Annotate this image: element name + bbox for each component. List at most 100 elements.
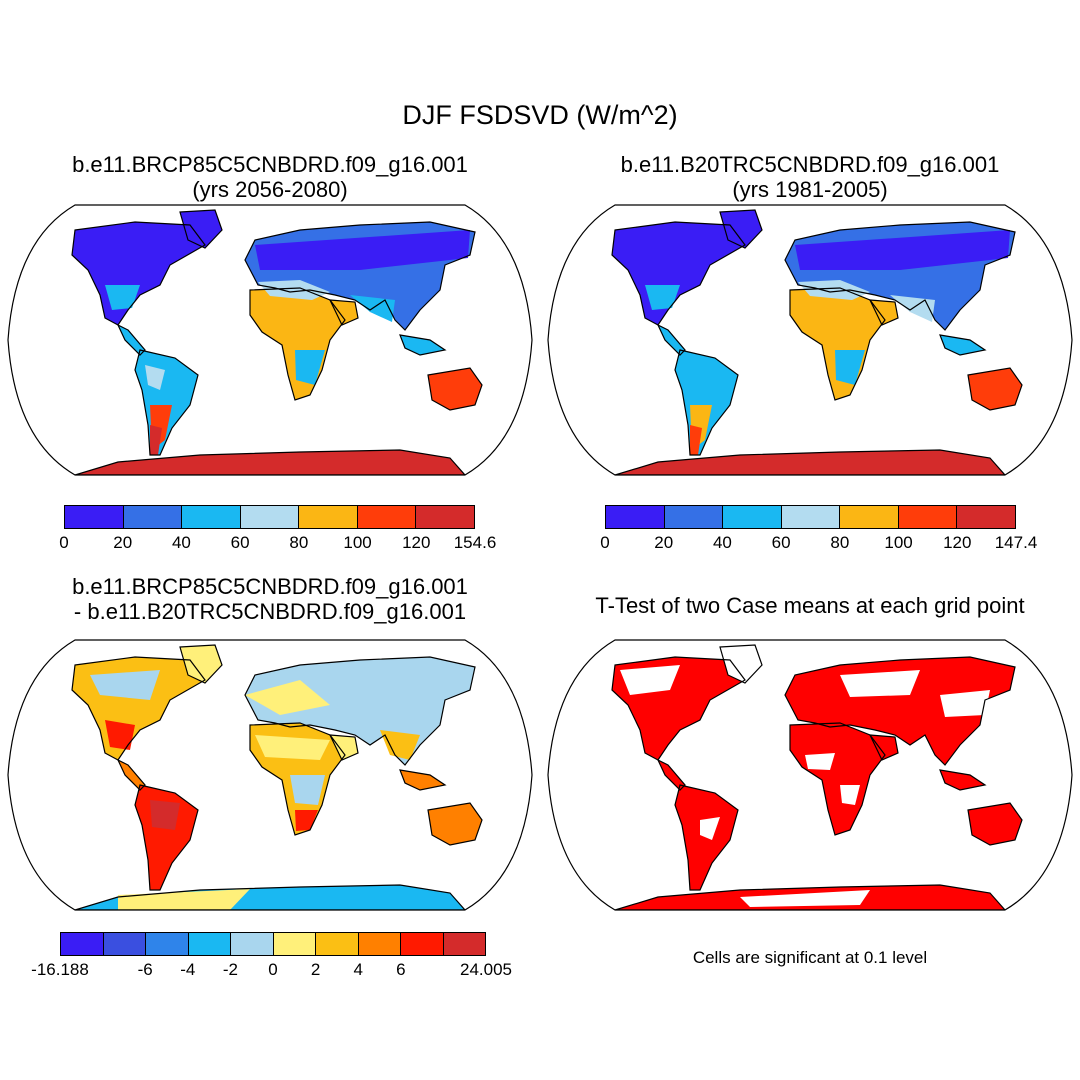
colorbar-control-swatch xyxy=(957,506,1016,528)
panel-difference-title-line2: - b.e11.B20TRC5CNBDRD.f09_g16.001 xyxy=(73,599,467,624)
map-difference-patch xyxy=(290,775,325,805)
map-control-patch xyxy=(835,350,865,385)
map-control-land-group xyxy=(611,209,1023,475)
map-test-se-asia-islands-coastline xyxy=(399,334,447,356)
map-difference-central-america-coastline xyxy=(116,758,146,791)
map-control-central-america-fill xyxy=(658,325,685,355)
colorbar-test-swatch xyxy=(357,506,417,528)
panel-ttest-title: T-Test of two Case means at each grid po… xyxy=(540,593,1080,618)
map-control xyxy=(547,204,1073,476)
map-difference-central-america-fill xyxy=(118,760,145,790)
map-ttest-australia-fill xyxy=(968,803,1022,845)
map-difference-eurasia-coastline xyxy=(244,656,476,766)
map-control-central-america-coastline xyxy=(656,323,686,356)
map-difference-australia-coastline xyxy=(427,802,483,846)
map-difference-arabia-coastline xyxy=(329,734,359,761)
map-ttest-se-asia-islands-coastline xyxy=(939,769,987,791)
map-ttest-patch xyxy=(700,817,720,840)
map-difference-greenland-coastline xyxy=(179,644,223,684)
map-test-north-america-fill xyxy=(72,222,205,325)
colorbar-difference-tick-label: 0 xyxy=(268,960,278,979)
colorbar-control-swatch xyxy=(723,506,782,528)
map-ttest-patch xyxy=(840,670,920,697)
map-ttest-central-america-coastline xyxy=(656,758,686,791)
colorbar-test-swatch xyxy=(240,506,300,528)
colorbar-difference xyxy=(60,932,486,956)
colorbar-test-tick-label: 40 xyxy=(171,533,191,552)
map-control-australia-coastline xyxy=(967,367,1023,411)
map-test xyxy=(7,204,533,476)
map-test-antarctica-coastline xyxy=(74,449,467,475)
map-difference-south-america-fill xyxy=(135,785,198,890)
map-ttest-africa-fill xyxy=(790,723,885,835)
colorbar-test-tick-label: 0 xyxy=(59,533,69,552)
map-test-antarctica-fill xyxy=(75,450,465,475)
map-ttest xyxy=(547,639,1073,911)
map-difference-patch xyxy=(105,720,135,750)
colorbar-control-tick-label: 120 xyxy=(943,533,972,552)
colorbar-test-swatch xyxy=(65,506,124,528)
map-difference-se-asia-islands-fill xyxy=(400,770,445,790)
map-control-greenland-fill xyxy=(720,210,762,248)
map-test-outline xyxy=(7,204,533,476)
map-test-south-america-coastline xyxy=(134,349,199,456)
map-test-north-america-coastline xyxy=(71,221,206,326)
colorbar-test-swatch xyxy=(182,506,241,528)
colorbar-test-swatch xyxy=(416,506,475,528)
colorbar-difference-tick-label: -4 xyxy=(180,960,196,979)
map-control-patch xyxy=(690,425,702,455)
map-difference-land-group xyxy=(71,644,483,910)
panel-test-title: b.e11.BRCP85C5CNBDRD.f09_g16.001 (yrs 20… xyxy=(40,152,500,202)
colorbar-test-tick-label: 60 xyxy=(230,533,250,552)
map-difference-se-asia-islands-coastline xyxy=(399,769,447,791)
colorbar-control-tick-label: 80 xyxy=(830,533,850,552)
map-control-australia-fill xyxy=(968,368,1022,410)
colorbar-test xyxy=(64,505,475,529)
map-control-antarctica-fill xyxy=(615,450,1005,475)
panel-control-title-line1: b.e11.B20TRC5CNBDRD.f09_g16.001 xyxy=(620,152,1000,177)
map-control-se-asia-islands-fill xyxy=(940,335,985,355)
map-test-central-america-coastline xyxy=(116,323,146,356)
panel-test-title-line2: (yrs 2056-2080) xyxy=(192,177,348,202)
colorbar-difference-tick-label: -2 xyxy=(222,960,238,979)
map-control-patch xyxy=(798,280,870,300)
map-test-patch xyxy=(145,365,165,390)
colorbar-difference-swatch xyxy=(273,933,316,955)
map-difference xyxy=(7,639,533,911)
colorbar-difference-tick-label: -16.188 xyxy=(31,960,89,979)
panel-control-title: b.e11.B20TRC5CNBDRD.f09_g16.001 (yrs 198… xyxy=(580,152,1040,202)
colorbar-test-tick-label: 20 xyxy=(113,533,133,552)
map-difference-south-america-coastline xyxy=(134,784,199,891)
map-ttest-australia-coastline xyxy=(967,802,1023,846)
colorbar-control-tick-label: 0 xyxy=(600,533,610,552)
map-control-patch xyxy=(645,285,680,310)
map-ttest-south-america-coastline xyxy=(674,784,739,891)
map-ttest-arabia-coastline xyxy=(869,734,899,761)
map-test-patch xyxy=(258,280,330,300)
colorbar-difference-swatch xyxy=(358,933,401,955)
colorbar-control-tick-label: 20 xyxy=(654,533,674,552)
map-difference-patch xyxy=(380,730,420,760)
map-ttest-central-america-fill xyxy=(658,760,685,790)
map-test-australia-fill xyxy=(428,368,482,410)
colorbar-control-tick-label: 60 xyxy=(771,533,791,552)
map-ttest-patch xyxy=(805,753,835,770)
map-control-arabia-coastline xyxy=(869,299,899,326)
panel-control-title-line2: (yrs 1981-2005) xyxy=(732,177,888,202)
map-ttest-outline xyxy=(547,639,1073,911)
map-control-antarctica-coastline xyxy=(614,449,1007,475)
colorbar-difference-tick-label: 4 xyxy=(353,960,363,979)
colorbar-test-tick-label: 120 xyxy=(402,533,431,552)
colorbar-test-tick-label: 100 xyxy=(343,533,372,552)
panel-difference-title: b.e11.BRCP85C5CNBDRD.f09_g16.001 - b.e11… xyxy=(40,574,500,624)
map-control-se-asia-islands-coastline xyxy=(939,334,987,356)
map-control-eurasia-coastline xyxy=(784,221,1016,331)
colorbar-difference-tick-label: 24.005 xyxy=(460,960,512,979)
map-ttest-greenland-fill xyxy=(720,645,762,683)
map-difference-patch xyxy=(255,735,330,760)
figure-title: DJF FSDSVD (W/m^2) xyxy=(402,100,678,130)
colorbar-control-swatch xyxy=(898,506,958,528)
map-difference-outline xyxy=(7,639,533,911)
colorbar-difference-swatch xyxy=(61,933,104,955)
map-difference-patch xyxy=(90,670,160,700)
